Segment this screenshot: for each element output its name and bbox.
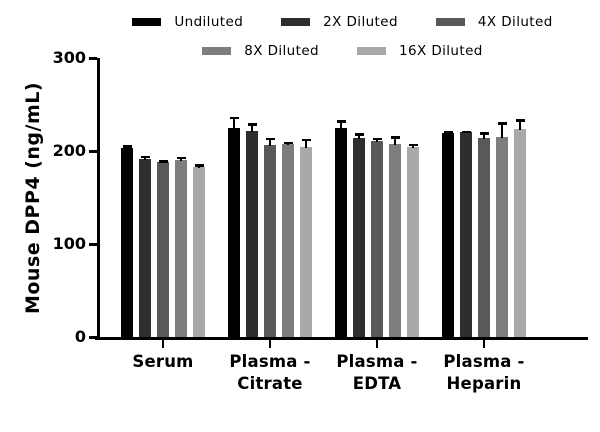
y-tick [89,336,97,339]
y-tick [89,150,97,153]
y-tick-label: 0 [74,327,86,346]
error-bar-stem [304,138,308,149]
category-label-line: Citrate [237,374,303,393]
error-bar-stem [518,119,522,130]
legend-label: 16X Diluted [399,43,483,59]
error-bar-stem [482,132,486,139]
y-tick-label: 300 [52,48,86,67]
legend-item-undiluted: Undiluted [132,14,243,30]
category-label-line: Serum [132,352,194,371]
error-bar-cap [140,155,150,159]
x-tick [482,337,486,348]
bar-plasma-edta-16x-diluted [407,147,419,337]
bar-serum-16x-diluted [193,166,205,337]
y-axis-title: Mouse DPP4 (ng/mL) [22,81,44,315]
category-label-plasma-edta: Plasma - EDTA [312,351,442,395]
legend-swatch-8x-diluted [202,47,232,55]
legend-label: 2X Diluted [323,14,398,30]
bar-serum-undiluted [121,148,133,337]
legend-row-2: 8X Diluted 16X Diluted [202,43,483,59]
error-bar-cap [443,131,453,134]
bar-plasma-citrate-8x-diluted [282,143,294,337]
error-bar-stem [339,120,343,129]
legend-item-8x-diluted: 8X Diluted [202,43,319,59]
error-bar-cap [176,156,186,160]
bar-plasma-edta-8x-diluted [389,143,401,337]
error-bar-stem [357,133,361,139]
bar-serum-4x-diluted [157,162,169,337]
error-bar-cap [122,145,132,148]
y-axis [97,58,100,340]
error-bar-stem [232,116,236,129]
y-tick [89,243,97,246]
y-tick-label: 100 [52,234,86,253]
category-label-plasma-citrate: Plasma - Citrate [205,351,335,395]
error-bar-cap [158,160,168,163]
category-label-line: Heparin [446,374,522,393]
error-bar-cap [479,132,489,135]
category-label-plasma-heparin: Plasma - Heparin [419,351,549,395]
category-label-line: EDTA [352,374,402,393]
x-axis [95,337,588,340]
bar-plasma-heparin-16x-diluted [514,128,526,337]
bar-plasma-citrate-undiluted [228,127,240,337]
bar-plasma-heparin-2x-diluted [460,132,472,337]
legend-swatch-4x-diluted [435,18,465,26]
category-label-serum: Serum [98,351,228,373]
error-bar-stem [250,123,254,133]
x-tick [268,337,272,348]
error-bar-stem [500,122,504,139]
error-bar-cap [515,119,525,122]
legend-item-2x-diluted: 2X Diluted [281,14,398,30]
error-bar-cap [408,143,418,147]
legend-label: Undiluted [174,14,244,30]
legend-swatch-2x-diluted [281,18,311,26]
legend-label: 8X Diluted [244,43,319,59]
error-bar-cap [354,133,364,136]
category-label-line: Plasma - [229,352,311,371]
y-tick-label: 200 [52,141,86,160]
legend-row-1: Undiluted 2X Diluted 4X Diluted [132,14,552,30]
bar-serum-2x-diluted [139,159,151,337]
error-bar-stem [393,136,397,145]
legend-swatch-undiluted [132,18,162,26]
bar-plasma-edta-undiluted [335,127,347,337]
bar-plasma-heparin-8x-diluted [496,137,508,337]
error-bar-cap [229,116,239,120]
bar-plasma-edta-4x-diluted [371,140,383,337]
bar-plasma-edta-2x-diluted [353,137,365,337]
legend-swatch-16x-diluted [357,47,386,55]
legend-item-16x-diluted: 16X Diluted [357,43,483,59]
error-bar-cap [372,137,382,141]
bar-plasma-citrate-4x-diluted [264,145,276,337]
x-tick [161,337,165,348]
bar-plasma-heparin-undiluted [442,133,454,337]
x-tick [375,337,379,348]
error-bar-cap [497,122,507,125]
bar-plasma-citrate-2x-diluted [246,131,258,337]
legend-item-4x-diluted: 4X Diluted [435,14,553,30]
legend-label: 4X Diluted [477,14,553,30]
error-bar-cap [390,136,400,139]
error-bar-cap [247,123,257,126]
bar-plasma-heparin-4x-diluted [478,137,490,337]
error-bar-cap [194,164,204,167]
y-tick [89,57,97,60]
error-bar-cap [301,138,311,142]
error-bar-cap [265,137,275,141]
error-bar-stem [268,137,272,147]
bar-plasma-citrate-16x-diluted [300,147,312,337]
error-bar-cap [461,130,471,134]
legend: Undiluted 2X Diluted 4X Diluted 8X Diluted 1… [95,14,590,59]
category-label-line: Plasma - [443,352,525,371]
category-label-line: Plasma - [336,352,418,371]
bar-serum-8x-diluted [175,160,187,337]
error-bar-cap [336,120,346,123]
error-bar-cap [283,141,293,145]
